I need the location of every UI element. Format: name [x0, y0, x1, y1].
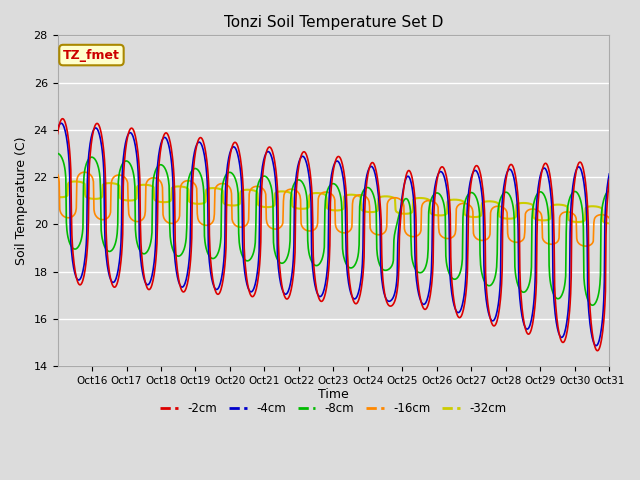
- Line: -2cm: -2cm: [58, 119, 609, 351]
- -2cm: [433, 178, 441, 183]
- -2cm: [495, 312, 502, 318]
- -32cm: [297, 206, 305, 212]
- Line: -16cm: -16cm: [58, 172, 609, 246]
- -16cm: [81, 169, 88, 175]
- Text: TZ_fmet: TZ_fmet: [63, 48, 120, 61]
- -4cm: [495, 301, 502, 307]
- -2cm: [484, 305, 492, 311]
- -4cm: [277, 283, 285, 289]
- -32cm: [484, 198, 492, 204]
- -8cm: [433, 190, 440, 196]
- -8cm: [494, 211, 502, 216]
- -16cm: [582, 243, 589, 249]
- -16cm: [484, 235, 492, 241]
- -32cm: [72, 179, 79, 184]
- -16cm: [277, 224, 285, 229]
- -16cm: [433, 202, 441, 207]
- Y-axis label: Soil Temperature (C): Soil Temperature (C): [15, 136, 28, 265]
- -8cm: [277, 260, 285, 266]
- -16cm: [54, 171, 61, 177]
- -4cm: [484, 309, 492, 315]
- -16cm: [605, 215, 613, 221]
- -2cm: [277, 278, 285, 284]
- -32cm: [495, 201, 502, 206]
- -4cm: [58, 120, 65, 126]
- Line: -8cm: -8cm: [58, 154, 609, 305]
- X-axis label: Time: Time: [318, 388, 349, 401]
- -32cm: [111, 180, 118, 186]
- -32cm: [605, 221, 613, 227]
- -2cm: [54, 131, 61, 137]
- -8cm: [605, 188, 613, 194]
- -8cm: [484, 283, 492, 288]
- Legend: -2cm, -4cm, -8cm, -16cm, -32cm: -2cm, -4cm, -8cm, -16cm, -32cm: [156, 397, 511, 420]
- -32cm: [54, 194, 61, 200]
- -2cm: [605, 177, 613, 182]
- -4cm: [54, 127, 61, 132]
- -2cm: [111, 284, 118, 290]
- -32cm: [433, 212, 441, 218]
- -4cm: [297, 154, 305, 160]
- -4cm: [111, 279, 118, 285]
- -8cm: [297, 178, 305, 183]
- -4cm: [592, 343, 600, 348]
- Line: -4cm: -4cm: [58, 123, 609, 346]
- -4cm: [433, 175, 441, 180]
- -16cm: [297, 221, 305, 227]
- -8cm: [110, 244, 118, 250]
- -16cm: [111, 174, 118, 180]
- Line: -32cm: -32cm: [58, 181, 609, 224]
- -2cm: [297, 153, 305, 159]
- -2cm: [593, 348, 601, 354]
- -32cm: [277, 189, 285, 194]
- Title: Tonzi Soil Temperature Set D: Tonzi Soil Temperature Set D: [224, 15, 443, 30]
- -4cm: [605, 171, 613, 177]
- -8cm: [54, 151, 61, 156]
- -8cm: [589, 302, 596, 308]
- -2cm: [59, 116, 67, 121]
- -16cm: [495, 204, 502, 209]
